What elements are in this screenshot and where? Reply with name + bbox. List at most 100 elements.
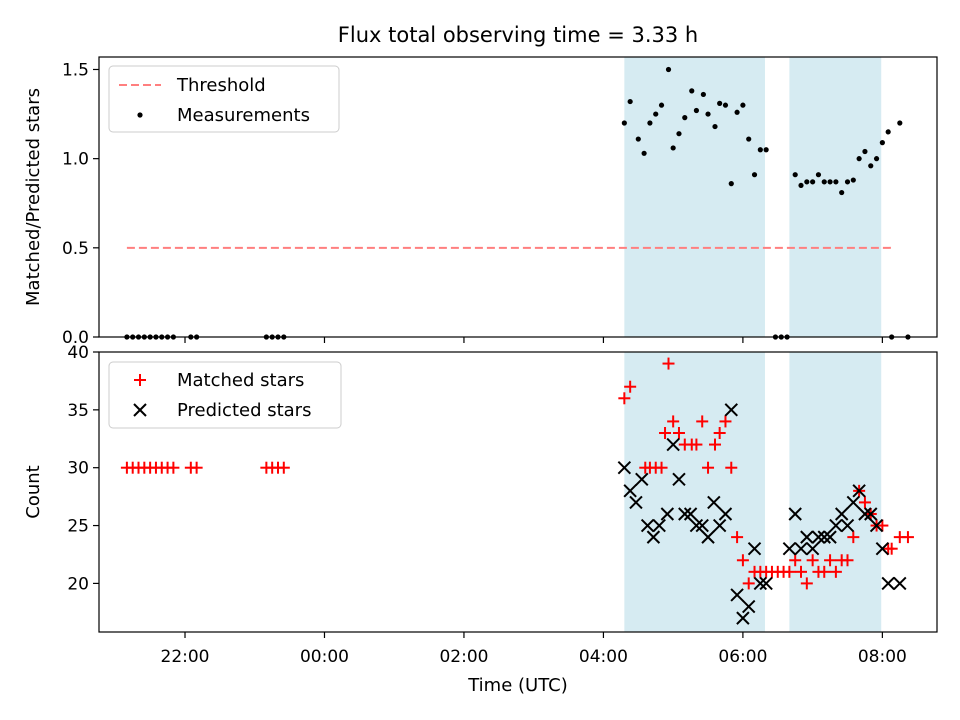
count-y-tick-label: 30 bbox=[67, 459, 89, 479]
measurement-point bbox=[700, 91, 706, 98]
chart-title: Flux total observing time = 3.33 h bbox=[338, 23, 698, 47]
matched-star-point bbox=[719, 415, 732, 428]
x-tick-label: 02:00 bbox=[439, 647, 488, 667]
matched-star-point bbox=[696, 415, 709, 428]
predicted-star-point bbox=[875, 541, 890, 556]
predicted-star-point bbox=[864, 507, 878, 521]
predicted-star-point bbox=[753, 576, 768, 591]
predicted-star-point bbox=[724, 403, 738, 417]
predicted-star-point bbox=[858, 507, 872, 521]
measurement-point bbox=[712, 123, 718, 130]
predicted-star-point bbox=[823, 530, 837, 544]
matched-star-point bbox=[783, 565, 796, 578]
ratio-y-tick-label: 1.5 bbox=[62, 60, 89, 80]
count-y-tick-label: 40 bbox=[67, 343, 89, 363]
matched-star-point bbox=[731, 531, 744, 544]
predicted-star-point bbox=[834, 507, 849, 521]
measurement-point bbox=[635, 136, 641, 142]
measurement-point bbox=[705, 111, 711, 117]
predicted-star-point bbox=[800, 530, 814, 544]
matched-star-point bbox=[167, 461, 180, 474]
predicted-star-point bbox=[811, 530, 826, 544]
matched-star-point bbox=[876, 519, 889, 532]
predicted-star-point bbox=[701, 530, 715, 544]
count-shaded-interval-0 bbox=[624, 352, 765, 632]
measurement-point bbox=[815, 172, 822, 178]
predicted-star-point bbox=[759, 576, 773, 591]
matched-star-point bbox=[885, 542, 898, 555]
count-panel: 20 25 30 35 40 22:00 00:00 02:00 04:00 06:00 08:0… bbox=[23, 343, 938, 696]
predicted-star-point bbox=[640, 518, 655, 533]
predicted-star-point bbox=[817, 530, 831, 544]
predicted-star-point bbox=[629, 495, 643, 510]
predicted-star-point bbox=[893, 576, 907, 591]
legend-predicted-marker bbox=[133, 403, 147, 417]
count-panel-frame bbox=[98, 351, 938, 633]
count-y-tick-label: 25 bbox=[67, 517, 89, 537]
ratio-legend: Threshold Measurements bbox=[108, 65, 340, 133]
ratio-panel-frame bbox=[98, 56, 938, 338]
matched-star-point bbox=[725, 461, 738, 474]
predicted-star-point bbox=[829, 518, 843, 533]
matched-star-point bbox=[824, 554, 837, 567]
measurement-point bbox=[734, 109, 740, 115]
predicted-star-point bbox=[678, 507, 692, 521]
matched-star-point bbox=[847, 531, 860, 544]
measurement-point bbox=[693, 107, 700, 114]
matched-star-point bbox=[662, 357, 675, 370]
ratio-y-tick-label: 0.5 bbox=[62, 239, 89, 259]
legend-matched-marker bbox=[134, 374, 146, 386]
measurement-point bbox=[641, 150, 647, 156]
matched-star-point bbox=[789, 554, 802, 567]
measurement-point bbox=[740, 102, 746, 108]
measurement-point bbox=[627, 98, 633, 105]
predicted-star-point bbox=[747, 541, 762, 556]
ratio-shaded-interval-0 bbox=[624, 57, 765, 337]
predicted-star-point bbox=[718, 507, 733, 521]
count-y-tick-label: 20 bbox=[67, 574, 89, 594]
measurement-point bbox=[682, 115, 688, 121]
legend-measurements-marker bbox=[137, 112, 143, 118]
ratio-legend-box bbox=[108, 65, 340, 133]
measurement-point bbox=[839, 189, 845, 196]
measurement-point bbox=[821, 179, 827, 185]
matched-star-point bbox=[736, 554, 749, 567]
measurement-point bbox=[722, 102, 729, 108]
measurement-point bbox=[763, 147, 769, 153]
measurement-point bbox=[746, 136, 752, 142]
measurement-point bbox=[885, 129, 891, 135]
measurement-point bbox=[665, 66, 672, 73]
matched-star-point bbox=[709, 438, 722, 451]
x-axis-label: Time (UTC) bbox=[467, 675, 568, 696]
measurement-point bbox=[804, 179, 810, 185]
predicted-star-point bbox=[840, 518, 855, 533]
predicted-star-point bbox=[736, 611, 750, 625]
measurement-point bbox=[689, 88, 695, 94]
measurement-point bbox=[862, 148, 868, 155]
measurement-point bbox=[798, 182, 804, 189]
measurement-point bbox=[653, 111, 659, 117]
matched-star-point bbox=[818, 565, 831, 578]
matched-star-point bbox=[667, 415, 680, 428]
measurement-point bbox=[868, 163, 874, 169]
matched-star-point bbox=[858, 496, 871, 509]
predicted-star-point bbox=[869, 518, 884, 533]
ratio-y-axis-label: Matched/Predicted stars bbox=[23, 88, 44, 306]
predicted-star-point bbox=[730, 588, 744, 602]
x-tick-label: 04:00 bbox=[579, 647, 628, 667]
predicted-star-point bbox=[707, 495, 721, 510]
matched-star-point bbox=[795, 565, 808, 578]
matched-star-point bbox=[690, 438, 703, 451]
measurement-point bbox=[827, 179, 833, 185]
measurement-point bbox=[728, 181, 734, 187]
measurement-point bbox=[676, 131, 682, 137]
legend-measurements-label: Measurements bbox=[177, 105, 310, 126]
predicted-star-point bbox=[660, 507, 675, 521]
matched-star-point bbox=[742, 577, 755, 590]
predicted-star-point bbox=[712, 518, 727, 533]
count-legend-box bbox=[108, 361, 342, 429]
matched-star-point bbox=[841, 554, 854, 567]
predicted-star-point bbox=[794, 541, 808, 556]
measurement-point bbox=[670, 145, 676, 151]
